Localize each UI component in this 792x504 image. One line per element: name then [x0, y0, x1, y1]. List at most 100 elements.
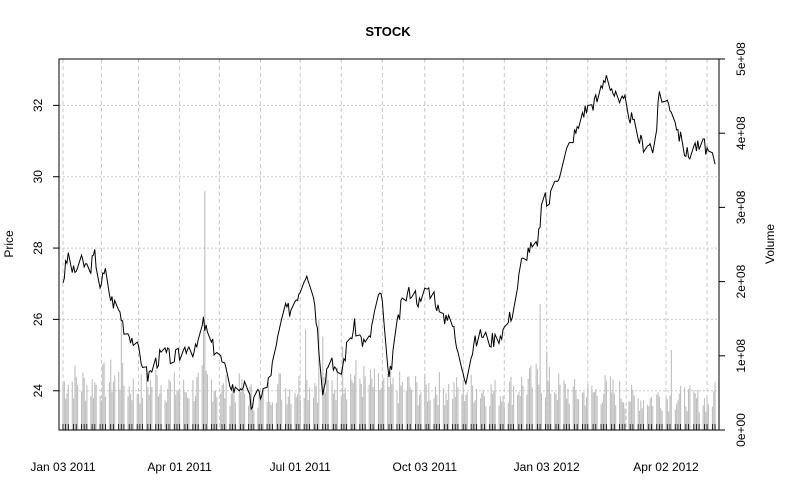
volume-bar	[188, 398, 190, 430]
volume-bar	[474, 399, 476, 430]
volume-bar	[457, 387, 459, 430]
volume-bar	[656, 394, 658, 430]
volume-bar	[587, 384, 589, 430]
date-axis: Jan 03 2011 Apr 01 2011 Jul 01 2011 Oct 03 …	[30, 460, 699, 474]
volume-bar	[278, 373, 280, 430]
volume-bar	[490, 384, 492, 430]
volume-bar	[666, 398, 668, 430]
volume-bar	[305, 329, 307, 430]
volume-bar	[193, 401, 195, 430]
volume-bar	[360, 383, 362, 430]
y2-tick-label: 1e+08	[734, 339, 748, 373]
y2-tick-label: 2e+08	[734, 264, 748, 298]
volume-bar	[499, 396, 501, 430]
volume-bar	[564, 383, 566, 430]
volume-bar	[612, 379, 614, 430]
volume-bar	[334, 389, 336, 430]
volume-bar	[521, 376, 523, 430]
volume-bar	[546, 351, 548, 430]
volume-bar	[197, 372, 199, 430]
volume-bar	[572, 386, 574, 430]
volume-bar	[285, 388, 287, 430]
volume-bar	[661, 410, 663, 430]
volume-axis: 0e+00 1e+08 2e+08 3e+08 4e+08 5e+08	[719, 42, 748, 447]
volume-bar	[388, 386, 390, 430]
volume-bar	[179, 392, 181, 430]
volume-bar	[411, 389, 413, 430]
y-tick-label: 26	[31, 312, 45, 326]
volume-bar	[131, 400, 133, 430]
volume-bar	[173, 372, 175, 430]
volume-bar	[303, 398, 305, 430]
volume-bar	[558, 373, 560, 430]
volume-bar	[83, 377, 85, 430]
volume-bar	[566, 398, 568, 430]
volume-bar	[693, 390, 695, 430]
volume-bar	[363, 365, 365, 430]
volume-bar	[159, 393, 161, 430]
x-tick-label: Jan 03 2012	[514, 460, 580, 474]
volume-bar	[498, 405, 500, 430]
volume-bar	[713, 391, 715, 430]
volume-bar	[92, 397, 95, 430]
volume-bar	[62, 384, 64, 430]
volume-bar	[660, 407, 662, 430]
volume-bar	[167, 389, 169, 430]
volume-bar	[407, 377, 409, 430]
volume-bar	[94, 382, 96, 430]
volume-bar	[416, 382, 418, 430]
volume-bar	[249, 386, 251, 430]
volume-bar	[400, 385, 402, 430]
volume-bar	[77, 384, 79, 430]
volume-bar	[694, 393, 696, 430]
volume-bar	[585, 397, 588, 430]
volume-bar	[262, 389, 264, 430]
volume-bar	[110, 359, 112, 430]
volume-bar	[609, 376, 611, 430]
volume-bar	[470, 374, 472, 430]
volume-bar	[705, 411, 707, 430]
y2-tick-label: 3e+08	[734, 190, 748, 224]
volume-bar	[212, 401, 214, 430]
volume-bar	[550, 393, 552, 430]
volume-bar	[391, 384, 393, 430]
volume-bar	[454, 396, 456, 430]
volume-bar	[65, 398, 67, 430]
x-tick-label: Jul 01 2011	[270, 460, 331, 474]
volume-bar	[251, 403, 254, 430]
volume-bar	[141, 398, 144, 430]
volume-bar	[452, 398, 454, 430]
volume-bar	[248, 405, 250, 430]
volume-bar	[103, 362, 105, 430]
volume-bar	[631, 384, 633, 430]
volume-bar	[383, 377, 385, 430]
volume-bar	[399, 371, 401, 430]
volume-bar	[90, 395, 92, 430]
volume-bar	[581, 392, 584, 430]
volume-bar	[312, 398, 315, 430]
volume-bar	[389, 371, 391, 430]
volume-bar	[686, 411, 688, 430]
volume-bar	[253, 410, 255, 430]
volume-bar	[575, 390, 577, 430]
volume-bar	[397, 403, 399, 430]
volume-bar	[528, 368, 531, 430]
volume-bar	[275, 402, 277, 430]
volume-bar	[294, 392, 296, 430]
volume-bar	[502, 395, 504, 430]
volume-bar	[483, 396, 486, 430]
volume-bar	[342, 346, 344, 430]
volume-bar	[677, 400, 679, 430]
volume-bar	[513, 386, 515, 430]
volume-bar	[240, 391, 242, 430]
volume-bar	[127, 396, 129, 430]
volume-bar	[74, 365, 76, 430]
volume-bar	[576, 399, 578, 430]
volume-bar	[703, 398, 706, 430]
volume-bar	[446, 400, 448, 430]
volume-bar	[437, 405, 439, 430]
chart-title: STOCK	[365, 24, 411, 39]
volume-bar	[620, 398, 622, 430]
volume-bar	[417, 405, 419, 430]
volume-bar	[539, 303, 541, 430]
